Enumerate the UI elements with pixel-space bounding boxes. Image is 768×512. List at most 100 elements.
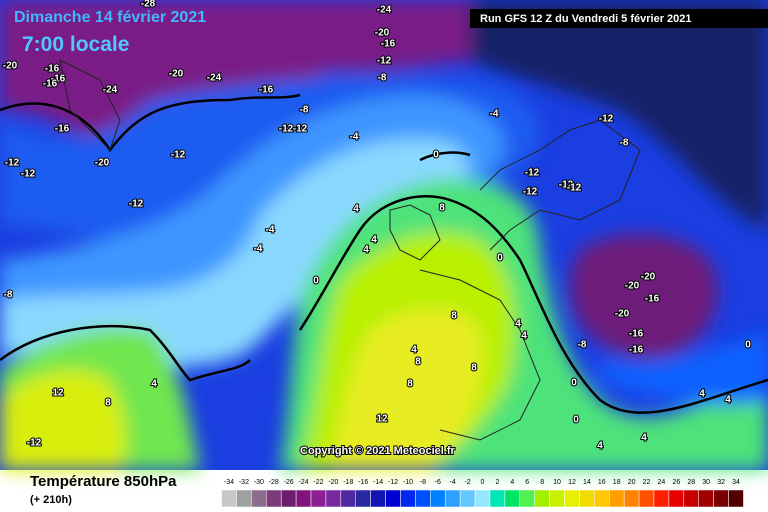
scale-label: -6: [435, 479, 441, 486]
field-title: Température 850hPa: [30, 473, 177, 490]
contour-label: -8: [578, 340, 587, 351]
contour-label: -12: [279, 124, 294, 135]
scale-label: -18: [343, 479, 353, 486]
contour-label: -12: [599, 114, 614, 125]
scale-swatch: [474, 489, 491, 508]
contour-label: 0: [745, 340, 751, 351]
contour-label: 8: [415, 357, 421, 368]
scale-swatch: [266, 489, 282, 508]
contour-label: 12: [52, 388, 64, 399]
scale-swatch: [489, 489, 506, 508]
contour-label: 8: [439, 203, 445, 214]
contour-label: -8: [378, 73, 387, 84]
scale-swatch: [415, 489, 431, 508]
contour-label: -28: [141, 0, 156, 10]
contour-label: -20: [95, 158, 110, 169]
scale-label: 6: [525, 479, 529, 486]
contour-label: -20: [615, 309, 630, 320]
scale-swatch: [310, 489, 327, 508]
contour-label: -12: [21, 169, 36, 180]
scale-label: 14: [583, 479, 591, 486]
scale-label: 2: [495, 479, 499, 486]
scale-label: 30: [702, 479, 710, 486]
run-box: [470, 9, 768, 28]
scale-swatch: [683, 489, 699, 508]
contour-label: -24: [207, 73, 222, 84]
scale-swatch: [280, 489, 297, 508]
scale-swatch: [668, 489, 685, 508]
scale-label: -16: [358, 479, 368, 486]
contour-label: -16: [259, 85, 274, 96]
scale-label: -24: [298, 479, 308, 486]
contour-label: 4: [699, 389, 705, 400]
contour-label: 8: [407, 379, 413, 390]
contour-label: -16: [381, 39, 396, 50]
contour-label: -12: [525, 168, 540, 179]
contour-label: -16: [55, 124, 70, 135]
scale-swatch: [325, 489, 342, 508]
contour-labels: -28-24-20-16-12-8-20 -16-16-16-20 -24-24 -1…: [2, 0, 752, 453]
scale-swatch: [251, 489, 267, 508]
lead-time: (+ 210h): [30, 494, 72, 506]
scale-label: 0: [481, 479, 485, 486]
scale-label: 28: [687, 479, 695, 486]
scale-swatch: [549, 489, 565, 508]
contour-label: -4: [490, 109, 499, 120]
scale-label: 16: [598, 479, 606, 486]
contour-label: -4: [266, 225, 275, 236]
color-scale: -34 -32 -30 -28 -26 -24 -22 -20 -18 -16 -14 -12 -10-…: [221, 479, 744, 508]
scale-label: -34: [224, 479, 234, 486]
scale-swatch: [236, 489, 252, 508]
scale-swatch: [444, 489, 461, 508]
contour-label: -16: [629, 345, 644, 356]
scale-label: 32: [717, 479, 725, 486]
scale-label: 34: [732, 479, 740, 486]
scale-swatch: [295, 489, 312, 508]
scale-swatch: [355, 489, 371, 508]
scale-swatch: [564, 489, 580, 508]
scale-label: -4: [450, 479, 456, 486]
contour-label: -4: [350, 132, 359, 143]
contour-label: 0: [573, 415, 579, 426]
contour-label: -12: [27, 438, 42, 449]
scale-swatch: [504, 489, 521, 508]
contour-label: -16: [645, 294, 660, 305]
contour-label: -16: [629, 329, 644, 340]
scale-swatch: [221, 489, 237, 508]
contour-label: 4: [725, 395, 731, 406]
contour-label: -12: [377, 56, 392, 67]
contour-label: 4: [597, 441, 603, 452]
contour-label: -16: [51, 74, 66, 85]
scale-label: -32: [239, 479, 249, 486]
contour-label: -12: [5, 158, 20, 169]
contour-label: -16: [43, 79, 58, 90]
scale-swatch: [623, 489, 640, 508]
contour-label: -8: [4, 290, 13, 301]
contour-label: 0: [313, 276, 319, 287]
contour-label: -20: [3, 61, 18, 72]
contour-label: -20: [169, 69, 184, 80]
contour-label: -12: [567, 183, 582, 194]
scale-label: -26: [284, 479, 294, 486]
scale-label: -8: [420, 479, 426, 486]
contour-label: -12: [129, 199, 144, 210]
scale-swatch: [698, 489, 714, 508]
contour-label: -12: [559, 180, 574, 191]
contour-label: 4: [371, 235, 377, 246]
contour-label: 4: [151, 379, 157, 390]
scale-swatch: [370, 489, 386, 508]
contour-label: 0: [571, 378, 577, 389]
contour-label: -20: [641, 272, 656, 283]
scale-label: -20: [328, 479, 338, 486]
contour-label: -12: [171, 150, 186, 161]
scale-label: -14: [373, 479, 383, 486]
contour-label: 0: [497, 253, 503, 264]
contour-label: -24: [377, 5, 392, 16]
contour-label: 4: [641, 433, 647, 444]
scale-label: 4: [510, 479, 514, 486]
contour-label: -4: [254, 244, 263, 255]
scale-label: 22: [643, 479, 651, 486]
contour-label: -12: [293, 124, 308, 135]
scale-swatch: [579, 489, 595, 508]
